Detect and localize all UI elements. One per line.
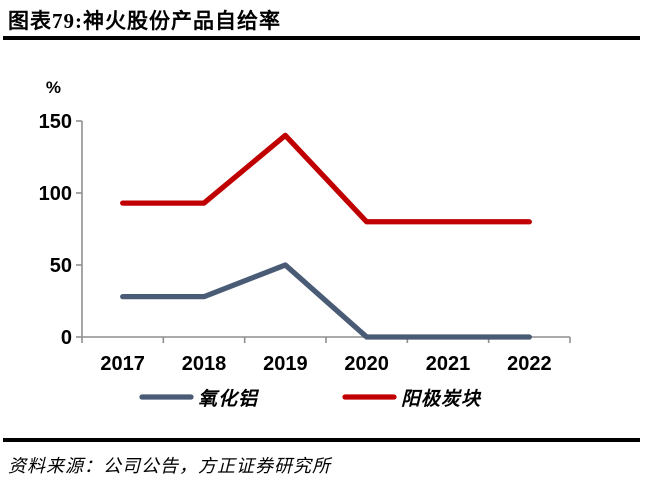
- x-tick-label: 2019: [263, 353, 308, 375]
- legend-label-1: 阳极炭块: [401, 388, 482, 410]
- x-tick-label: 2017: [100, 353, 145, 375]
- y-tick-label: 50: [50, 255, 72, 277]
- x-tick-label: 2021: [426, 353, 471, 375]
- top-divider: [3, 36, 640, 40]
- y-tick-label: 100: [39, 183, 72, 205]
- source-note: 资料来源：公司公告，方正证券研究所: [8, 456, 331, 476]
- y-tick-label: 0: [61, 327, 72, 349]
- bottom-divider: [3, 438, 640, 442]
- x-tick-label: 2022: [507, 353, 552, 375]
- legend-label-0: 氧化铝: [198, 388, 260, 410]
- y-tick-label: 150: [39, 111, 72, 133]
- chart-title: 图表79:神火股份产品自给率: [8, 9, 281, 33]
- x-tick-label: 2020: [344, 353, 389, 375]
- x-tick-label: 2018: [182, 353, 227, 375]
- series-line-1: [120, 132, 532, 225]
- y-axis-unit-label: %: [46, 78, 61, 97]
- series-line-0: [120, 262, 532, 340]
